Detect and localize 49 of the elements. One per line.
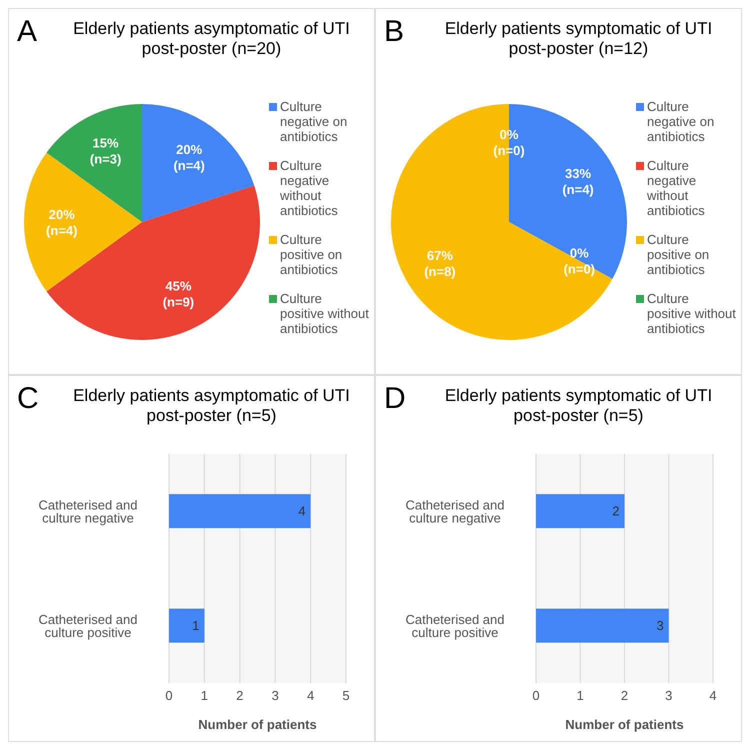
text: 0% (n=0): [564, 246, 596, 277]
x-tick-label: 5: [342, 688, 350, 704]
text: D: [384, 382, 407, 416]
x-axis-title: Number of patients: [198, 717, 317, 732]
x-axis-title: Number of patients: [565, 717, 684, 732]
legend-label: Culture positive on antibiotics: [280, 232, 344, 277]
x-tick-label: 3: [272, 688, 279, 704]
text: C: [17, 382, 40, 416]
legend-label: Culture negative on antibiotics: [647, 99, 716, 144]
y-tick-label: Catheterised and culture positive: [405, 612, 505, 640]
x-tick-label: 1: [576, 688, 584, 704]
legend-label: Culture positive on antibiotics: [647, 232, 710, 277]
pie-slice: [142, 104, 254, 222]
chart-title: Elderly patients asymptomatic of UTI post-poster (n=5): [72, 385, 351, 426]
data-label: 67% (n=8): [424, 248, 456, 279]
pie-slice: [391, 104, 612, 340]
legend-label: Culture positive without antibiotics: [280, 291, 369, 336]
x-tick-label: 0: [532, 688, 540, 704]
legend-label: Culture negative without antibiotics: [647, 158, 706, 218]
x-tick-label: 0: [165, 688, 173, 704]
pie-slice: [46, 104, 142, 222]
x-tick-label: 1: [200, 688, 208, 704]
text: B: [384, 15, 406, 49]
legend-label: Culture positive without antibiotics: [647, 291, 736, 336]
y-tick-label: Catheterised and culture negative: [405, 497, 505, 526]
data-label: 33% (n=4): [562, 166, 594, 198]
text: A: [17, 15, 38, 49]
chart-title: Elderly patients symptomatic of UTI post-poster (n=12): [444, 18, 714, 59]
data-label: 45% (n=9): [162, 278, 194, 310]
data-label: 2: [612, 504, 620, 519]
chart-title: Elderly patients asymptomatic of UTI post-poster (n=20): [72, 18, 351, 59]
y-tick-label: Catheterised and culture positive: [38, 612, 138, 640]
data-label: 3: [656, 618, 664, 634]
data-label: 20% (n=4): [173, 142, 205, 174]
legend-label: Culture negative without antibiotics: [280, 158, 339, 218]
data-label: 4: [298, 504, 306, 519]
x-tick-label: 2: [236, 688, 244, 704]
pie-slice: [24, 152, 142, 292]
chart-title: Elderly patients symptomatic of UTI post-poster (n=5): [444, 385, 714, 426]
data-label: 20% (n=4): [46, 207, 78, 238]
x-tick-label: 4: [306, 688, 314, 704]
x-tick-label: 2: [620, 688, 628, 704]
data-label: 15% (n=3): [90, 136, 122, 167]
data-label: 1: [192, 618, 200, 634]
pie-slice: [46, 186, 260, 340]
x-tick-label: 3: [665, 688, 672, 704]
x-tick-label: 4: [709, 688, 717, 704]
legend-label: Culture negative on antibiotics: [280, 99, 348, 144]
y-tick-label: Catheterised and culture negative: [38, 497, 138, 526]
